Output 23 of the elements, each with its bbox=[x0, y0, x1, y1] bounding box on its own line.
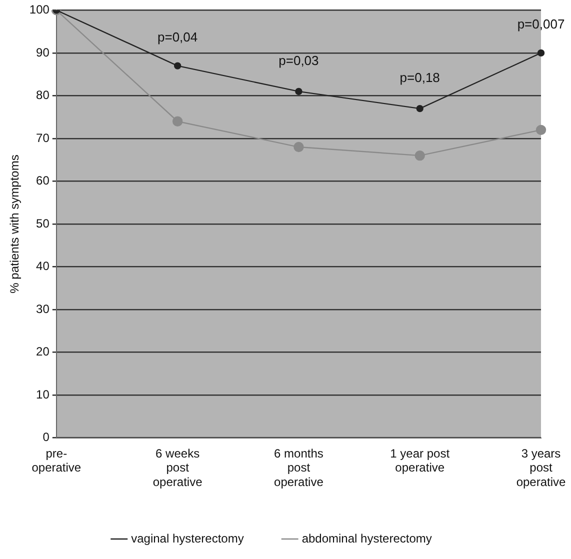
y-tick-label: 80 bbox=[36, 88, 50, 102]
x-tick-label: pre- operative bbox=[32, 446, 82, 475]
annotation: p=0,18 bbox=[400, 70, 440, 86]
y-tick-label: 70 bbox=[36, 130, 50, 145]
annotation: p=0,03 bbox=[278, 53, 319, 68]
x-tick-label: 1 year post operative bbox=[390, 446, 450, 475]
y-tick-label: 30 bbox=[36, 302, 50, 316]
annotation: p=0,04 bbox=[158, 29, 198, 44]
y-tick-label: 10 bbox=[36, 387, 50, 402]
x-tick-label: 3 years post operative bbox=[516, 446, 566, 490]
y-tick-label: 50 bbox=[36, 216, 50, 230]
annotation: p=0,007 bbox=[517, 16, 565, 32]
x-tick-label: 6 months post operative bbox=[274, 446, 324, 490]
y-tick-label: 100 bbox=[29, 2, 50, 17]
y-tick-label: 40 bbox=[36, 259, 50, 274]
legend-label: vaginal hysterectomy bbox=[131, 531, 244, 546]
y-tick-label: 60 bbox=[36, 174, 50, 188]
x-tick-label: 6 weeks post operative bbox=[152, 446, 203, 490]
y-tick-label: 20 bbox=[36, 344, 50, 359]
legend-label: abdominal hysterectomy bbox=[302, 531, 432, 546]
y-tick-label: 0 bbox=[42, 430, 50, 444]
y-axis-title: % patients with symptoms bbox=[8, 154, 22, 294]
y-tick-label: 90 bbox=[36, 45, 50, 60]
